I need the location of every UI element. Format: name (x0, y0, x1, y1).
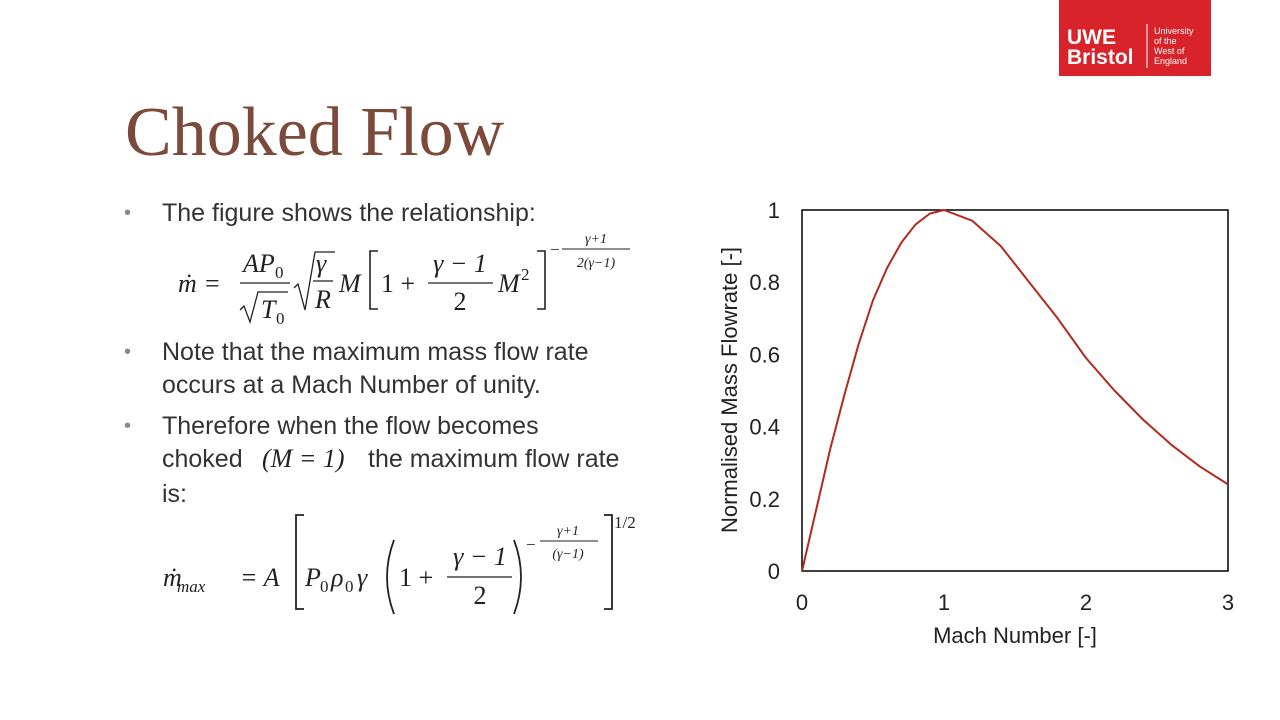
eq-part: 1 + (381, 269, 415, 298)
eq-part: − (526, 535, 536, 554)
logo-sub: England (1154, 56, 1187, 66)
eq-part: 1 + (399, 563, 433, 592)
bullet-text: Therefore when the flow becomes (162, 412, 539, 440)
paren (513, 539, 522, 615)
x-axis-label: Mach Number [-] (933, 623, 1097, 648)
inline-math: (M = 1) (262, 444, 345, 473)
bracket (369, 250, 378, 310)
logo-sub: University (1154, 26, 1194, 36)
eq-part: (γ−1) (552, 547, 584, 562)
eq-part: 0 (320, 577, 329, 596)
eq-part: AP (241, 249, 275, 278)
eq-part: 2(γ−1) (577, 256, 616, 271)
bullet-text: occurs at a Mach Number of unity. (162, 371, 541, 399)
y-tick-label: 0 (768, 559, 780, 584)
y-tick-label: 0.6 (749, 342, 780, 367)
eq-part: 0 (345, 577, 354, 596)
x-tick-label: 1 (938, 590, 950, 615)
eq-part: 2 (474, 581, 487, 610)
y-tick-label: 0.8 (749, 270, 780, 295)
chart: Mach Number [-] Normalised Mass Flowrate… (717, 198, 1234, 648)
bullet-dot: • (124, 341, 131, 363)
eq-part: − (550, 240, 560, 259)
eq-part: P (304, 563, 321, 592)
plot-frame (801, 209, 1229, 572)
eq-part: T (261, 295, 277, 324)
sqrt-sign (293, 251, 335, 311)
eq-part: 2 (454, 287, 467, 316)
equation-2: ṁ max = A P 0 ρ 0 γ 1 + γ − 1 2 − γ+1 (γ… (163, 513, 636, 615)
paren (386, 539, 395, 615)
eq-part: = (205, 269, 220, 298)
y-tick-label: 0.4 (749, 415, 780, 440)
eq-part: = A (240, 563, 280, 592)
eq-part: γ+1 (585, 232, 607, 247)
eq-part: ρ (330, 563, 343, 592)
y-axis-label: Normalised Mass Flowrate [-] (717, 247, 742, 533)
y-tick-label: 0.2 (749, 487, 780, 512)
sqrt-sign (239, 291, 288, 325)
eq-part: 0 (275, 263, 284, 282)
eq-part: γ+1 (557, 524, 579, 539)
x-tick-label: 3 (1222, 590, 1234, 615)
eq-part: ṁ (163, 563, 182, 592)
eq-part: M (338, 269, 362, 298)
logo-sub: West of (1154, 46, 1185, 56)
eq-part: γ − 1 (433, 249, 487, 278)
bracket (604, 514, 613, 610)
eq-part: ṁ (178, 269, 197, 298)
eq-part: M (497, 269, 521, 298)
eq-part: max (177, 577, 206, 596)
eq-part: 1/2 (614, 513, 636, 532)
eq-part: R (314, 285, 331, 314)
x-tick-label: 2 (1080, 590, 1092, 615)
logo-text: Bristol (1067, 46, 1134, 69)
logo-sub: of the (1154, 36, 1177, 46)
bracket (537, 250, 546, 310)
logo-text: UWE (1067, 26, 1116, 49)
y-tick-label: 1 (768, 198, 780, 223)
bullet-text: The figure shows the relationship: (162, 199, 536, 227)
bullet-text: choked (162, 445, 243, 473)
eq-part: γ − 1 (453, 542, 507, 571)
bullet-dot: • (124, 202, 131, 224)
eq-part: γ (316, 249, 327, 278)
bullet-text: the maximum flow rate (368, 445, 619, 473)
equation-1: ṁ = AP 0 T 0 γ R M 1 + γ − 1 2 M 2 − γ+1… (178, 232, 630, 328)
bullet-dot: • (124, 415, 131, 437)
logo-box (1059, 0, 1211, 76)
bullet-text: is: (162, 480, 187, 508)
x-tick-label: 0 (796, 590, 808, 615)
bracket (295, 514, 304, 610)
data-line (801, 209, 1229, 572)
eq-part: γ (357, 563, 368, 592)
slide-title: Choked Flow (125, 94, 505, 171)
eq-part: 2 (521, 265, 530, 284)
eq-part: 0 (276, 309, 285, 328)
bullet-text: Note that the maximum mass flow rate (162, 338, 589, 366)
